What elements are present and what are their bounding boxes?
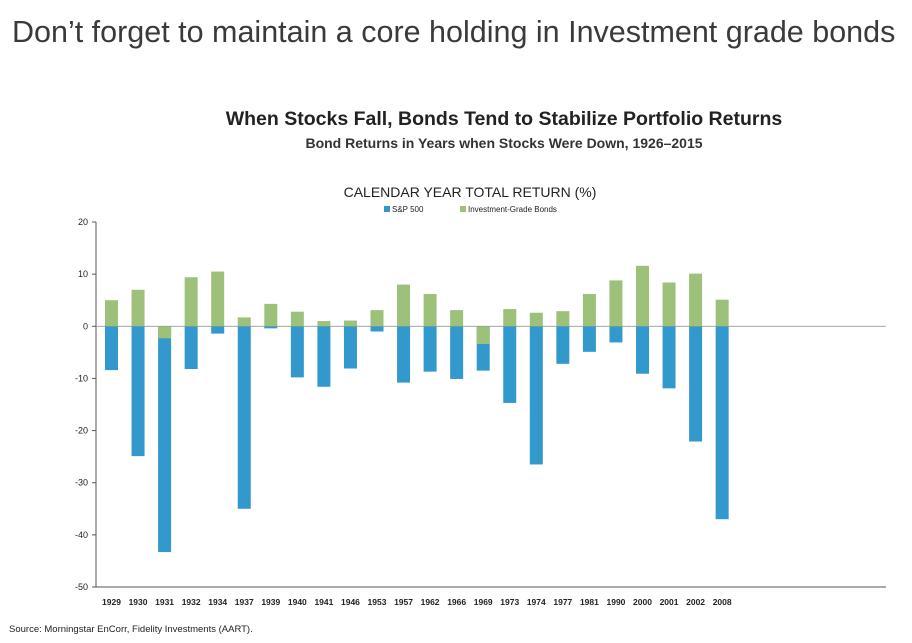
- y-tick-label: 20: [78, 217, 88, 227]
- y-tick-label: -10: [75, 373, 88, 383]
- bar-bonds: [397, 284, 411, 327]
- bar-sp500: [556, 326, 570, 364]
- x-tick-label: 2008: [713, 597, 732, 607]
- axes: 20 10 0 -10 -20 -30 -40 -50: [75, 217, 886, 592]
- bar-bonds: [476, 326, 490, 345]
- bar-bonds: [423, 293, 437, 327]
- y-tick-label: 0: [83, 321, 88, 331]
- bar-sp500: [582, 326, 596, 352]
- legend-label-bonds: Investment-Grade Bonds: [468, 205, 557, 214]
- bar-sp500: [503, 326, 517, 403]
- x-tick-label: 2001: [660, 597, 679, 607]
- bar-bonds: [237, 317, 251, 327]
- bar-bonds: [582, 293, 596, 327]
- bar-sp500: [423, 326, 437, 372]
- bar-bonds: [715, 299, 729, 327]
- bar-bonds: [105, 300, 118, 327]
- legend-swatch-sp500: [384, 206, 390, 212]
- x-tick-label: 1940: [288, 597, 307, 607]
- bar-sp500: [370, 326, 384, 332]
- x-tick-label: 1962: [421, 597, 440, 607]
- legend-swatch-bonds: [460, 206, 466, 212]
- bar-sp500: [636, 326, 649, 374]
- bar-bonds: [131, 289, 145, 327]
- legend-label-sp500: S&P 500: [392, 205, 424, 214]
- bar-bonds: [689, 273, 703, 327]
- bar-sp500: [397, 326, 411, 383]
- x-tick-label: 1930: [129, 597, 148, 607]
- chart-subtitle: Bond Returns in Years when Stocks Were D…: [305, 135, 703, 151]
- bar-bonds: [264, 303, 278, 327]
- bar-sp500: [715, 326, 729, 520]
- y-tick-label: -50: [75, 582, 88, 592]
- legend: S&P 500 Investment-Grade Bonds: [384, 205, 557, 214]
- x-tick-label: 1974: [527, 597, 546, 607]
- chart-title: When Stocks Fall, Bonds Tend to Stabiliz…: [225, 108, 783, 130]
- source-note: Source: Morningstar EnCorr, Fidelity Inv…: [9, 624, 253, 635]
- bar-sp500: [184, 326, 198, 370]
- bars: [105, 265, 729, 553]
- bar-sp500: [529, 326, 543, 465]
- y-tick-label: -30: [75, 478, 88, 488]
- x-tick-label: 1957: [394, 597, 413, 607]
- bar-bonds: [211, 271, 225, 327]
- x-tick-label: 1946: [341, 597, 360, 607]
- x-tick-label: 1934: [208, 597, 227, 607]
- chart-inner-title: CALENDAR YEAR TOTAL RETURN (%): [344, 184, 597, 200]
- bar-sp500: [609, 326, 623, 343]
- x-tick-label: 1990: [606, 597, 625, 607]
- bar-bonds: [636, 265, 649, 327]
- bar-sp500: [450, 326, 464, 379]
- x-tick-label: 1932: [182, 597, 201, 607]
- x-tick-label: 1931: [155, 597, 174, 607]
- bar-sp500: [237, 326, 251, 509]
- bar-bonds: [529, 312, 543, 327]
- bar-sp500: [662, 326, 676, 389]
- x-tick-label: 1939: [261, 597, 280, 607]
- x-tick-label: 1941: [314, 597, 333, 607]
- bar-bonds: [370, 310, 384, 327]
- slide-title: Don’t forget to maintain a core holding …: [12, 15, 896, 49]
- x-tick-label: 1981: [580, 597, 599, 607]
- bar-sp500: [131, 326, 145, 457]
- bar-bonds: [317, 321, 331, 327]
- bar-bonds: [343, 320, 357, 327]
- bar-bonds: [290, 311, 304, 327]
- bar-bonds: [158, 326, 172, 339]
- x-tick-label: 1929: [102, 597, 121, 607]
- x-tick-label: 2002: [686, 597, 705, 607]
- bar-bonds: [503, 309, 517, 327]
- bar-bonds: [662, 282, 676, 327]
- x-tick-label: 1966: [447, 597, 466, 607]
- x-tick-label: 1937: [235, 597, 254, 607]
- x-axis-labels: 1929 1930 1931 1932 1934 1937 1939 1940 1941 1946…: [102, 597, 732, 607]
- bar-sp500: [264, 326, 278, 329]
- bar-sp500: [689, 326, 703, 442]
- bar-sp500: [290, 326, 304, 378]
- bar-sp500: [158, 326, 172, 553]
- x-tick-label: 1977: [553, 597, 572, 607]
- bar-bonds: [609, 280, 623, 327]
- bar-sp500: [317, 326, 331, 387]
- bar-sp500: [105, 326, 118, 371]
- bar-bonds: [184, 277, 198, 327]
- y-tick-label: -40: [75, 530, 88, 540]
- x-tick-label: 1953: [368, 597, 387, 607]
- bar-sp500: [343, 326, 357, 369]
- y-tick-label: 10: [78, 269, 88, 279]
- y-tick-label: -20: [75, 426, 88, 436]
- bar-bonds: [450, 310, 464, 327]
- bar-bonds: [556, 311, 570, 327]
- bar-sp500: [211, 326, 225, 334]
- x-tick-label: 1969: [474, 597, 493, 607]
- x-tick-label: 1973: [500, 597, 519, 607]
- x-tick-label: 2000: [633, 597, 652, 607]
